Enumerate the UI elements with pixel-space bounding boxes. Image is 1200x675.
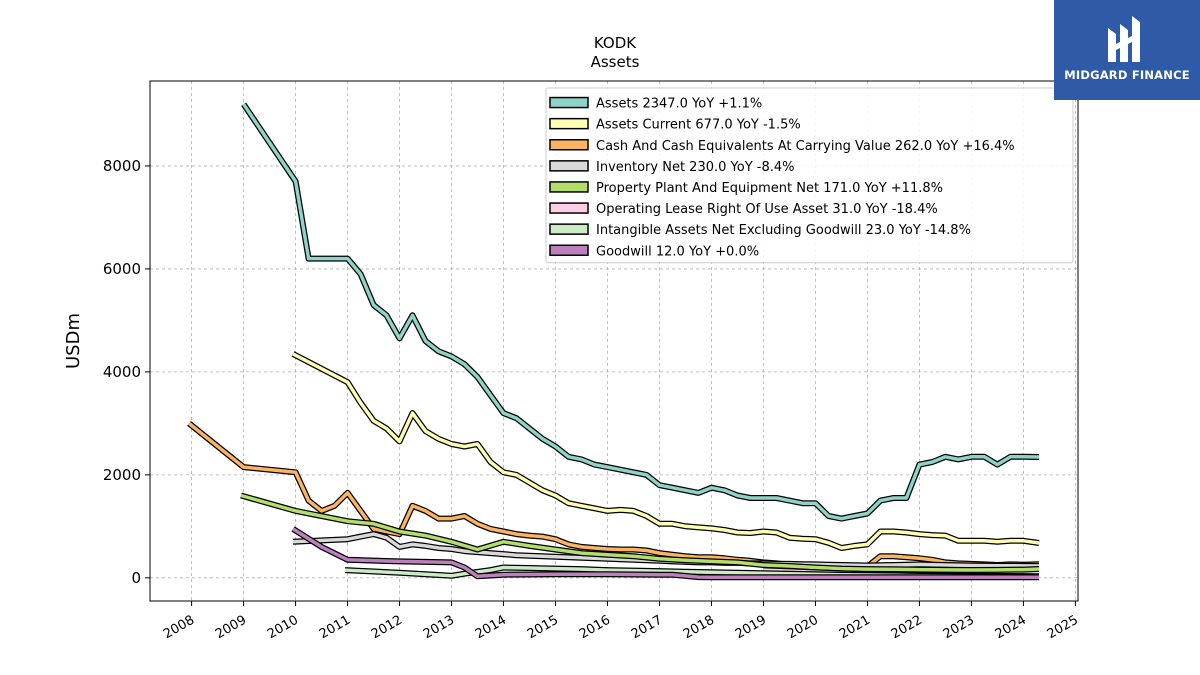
x-tick-label: 2010 — [265, 613, 301, 643]
x-tick-label: 2021 — [837, 613, 873, 643]
x-tick-label: 2009 — [213, 613, 249, 643]
x-tick-label: 2023 — [941, 613, 977, 643]
series-stroke — [292, 527, 1039, 579]
legend-entry: Goodwill 12.0 YoY +0.0% — [596, 244, 759, 259]
x-tick-label: 2008 — [161, 613, 197, 643]
x-tick-label: 2024 — [993, 613, 1029, 643]
series-stroke — [242, 103, 1040, 521]
logo-text: MIDGARD FINANCE — [1064, 68, 1190, 82]
x-tick-label: 2019 — [733, 613, 769, 643]
chart-title: KODK — [594, 34, 637, 52]
x-tick-label: 2020 — [785, 613, 821, 643]
series-stroke — [240, 493, 1040, 572]
legend-swatch — [549, 244, 589, 256]
y-axis-ticks: 0 2000 4000 6000 8000 — [103, 157, 150, 587]
y-axis-label: USDm — [63, 313, 84, 369]
legend-swatch — [549, 160, 589, 172]
legend: Assets 2347.0 YoY +1.1% Assets Current 67… — [545, 87, 1074, 264]
legend-swatch — [549, 202, 589, 214]
series-line — [291, 526, 1039, 581]
legend-entry: Intangible Assets Net Excluding Goodwill… — [596, 223, 971, 238]
midgard-finance-logo: MIDGARD FINANCE — [1054, 0, 1200, 100]
x-tick-label: 2014 — [473, 613, 509, 643]
legend-swatch — [549, 181, 589, 193]
x-tick-label: 2025 — [1045, 613, 1081, 643]
legend-swatch — [549, 223, 589, 235]
y-tick-label: 8000 — [103, 157, 141, 175]
y-tick-label: 4000 — [103, 363, 141, 381]
y-tick-label: 0 — [131, 569, 141, 587]
legend-swatch — [549, 96, 589, 109]
series-lines — [187, 102, 1040, 581]
x-tick-label: 2011 — [317, 613, 353, 643]
y-tick-label: 2000 — [103, 466, 141, 484]
chart-subtitle: Assets — [591, 53, 640, 71]
x-tick-label: 2018 — [681, 613, 717, 643]
legend-entry: Operating Lease Right Of Use Asset 31.0 … — [596, 202, 938, 217]
legend-entry: Assets 2347.0 YoY +1.1% — [596, 97, 762, 112]
legend-box — [545, 87, 1074, 264]
x-tick-label: 2017 — [629, 613, 665, 643]
legend-swatch — [549, 139, 589, 151]
legend-entry: Assets Current 677.0 YoY -1.5% — [596, 118, 801, 133]
x-tick-label: 2022 — [889, 613, 925, 643]
legend-entry: Inventory Net 230.0 YoY -8.4% — [596, 160, 795, 175]
x-axis-ticks: 2008 2009 2010 2011 2012 2013 2014 2015 2016 2017… — [161, 601, 1081, 642]
x-tick-label: 2016 — [577, 613, 613, 643]
series-line — [240, 492, 1040, 573]
series-stroke — [292, 352, 1040, 550]
legend-entry: Cash And Cash Equivalents At Carrying Va… — [596, 139, 1015, 154]
y-tick-label: 6000 — [103, 260, 141, 278]
x-tick-label: 2015 — [525, 613, 561, 643]
series-line — [291, 351, 1040, 551]
legend-swatch — [549, 117, 589, 130]
plot-frame — [149, 80, 1079, 602]
x-tick-label: 2012 — [369, 613, 405, 643]
midgard-logo-mark-icon — [1108, 16, 1140, 62]
x-tick-label: 2013 — [421, 613, 457, 643]
legend-entry: Property Plant And Equipment Net 171.0 Y… — [596, 181, 943, 196]
series-line — [241, 102, 1040, 522]
